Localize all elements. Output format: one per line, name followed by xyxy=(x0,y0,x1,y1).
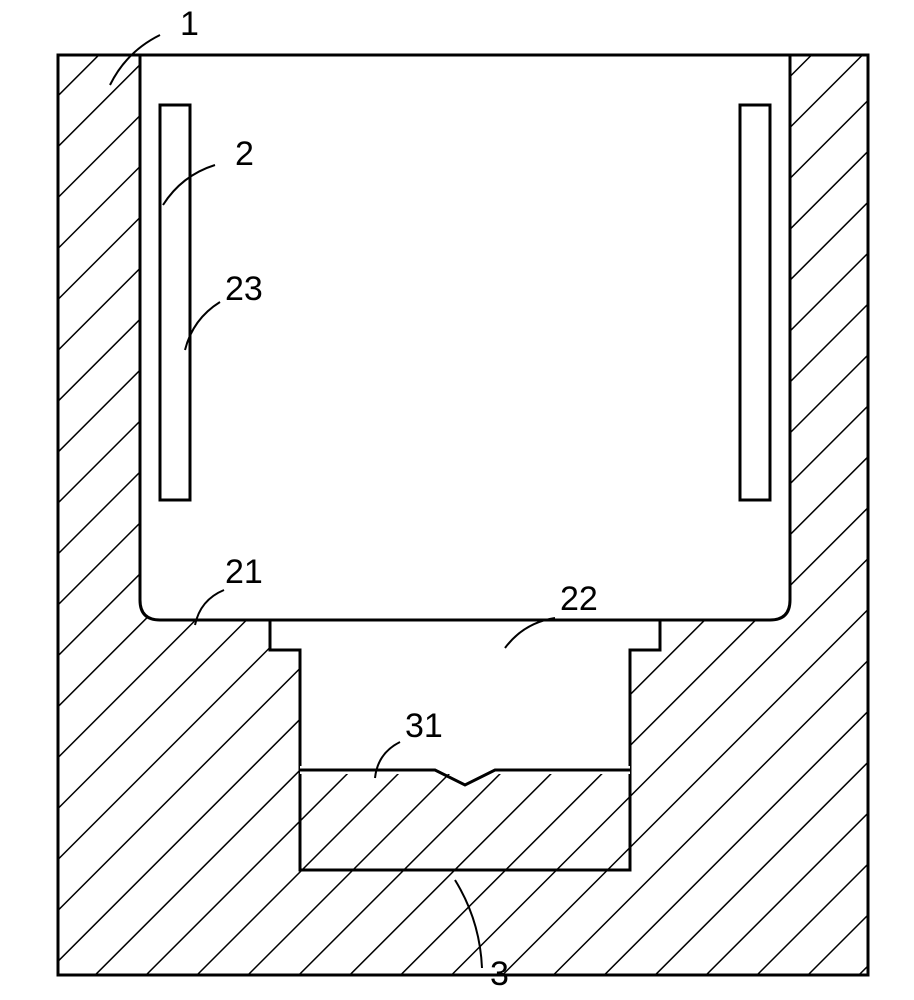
label-3-text: 3 xyxy=(490,955,509,993)
label-22-text: 22 xyxy=(560,580,598,618)
rib-left xyxy=(160,105,190,500)
rib-right xyxy=(740,105,770,500)
label-22: 22 xyxy=(505,580,598,648)
label-1-text: 1 xyxy=(180,5,199,43)
label-21-text: 21 xyxy=(225,553,263,591)
label-23-text: 23 xyxy=(225,270,263,308)
label-23: 23 xyxy=(185,270,263,350)
label-21: 21 xyxy=(195,553,263,625)
label-31-text: 31 xyxy=(405,707,443,745)
label-2-text: 2 xyxy=(235,135,254,173)
